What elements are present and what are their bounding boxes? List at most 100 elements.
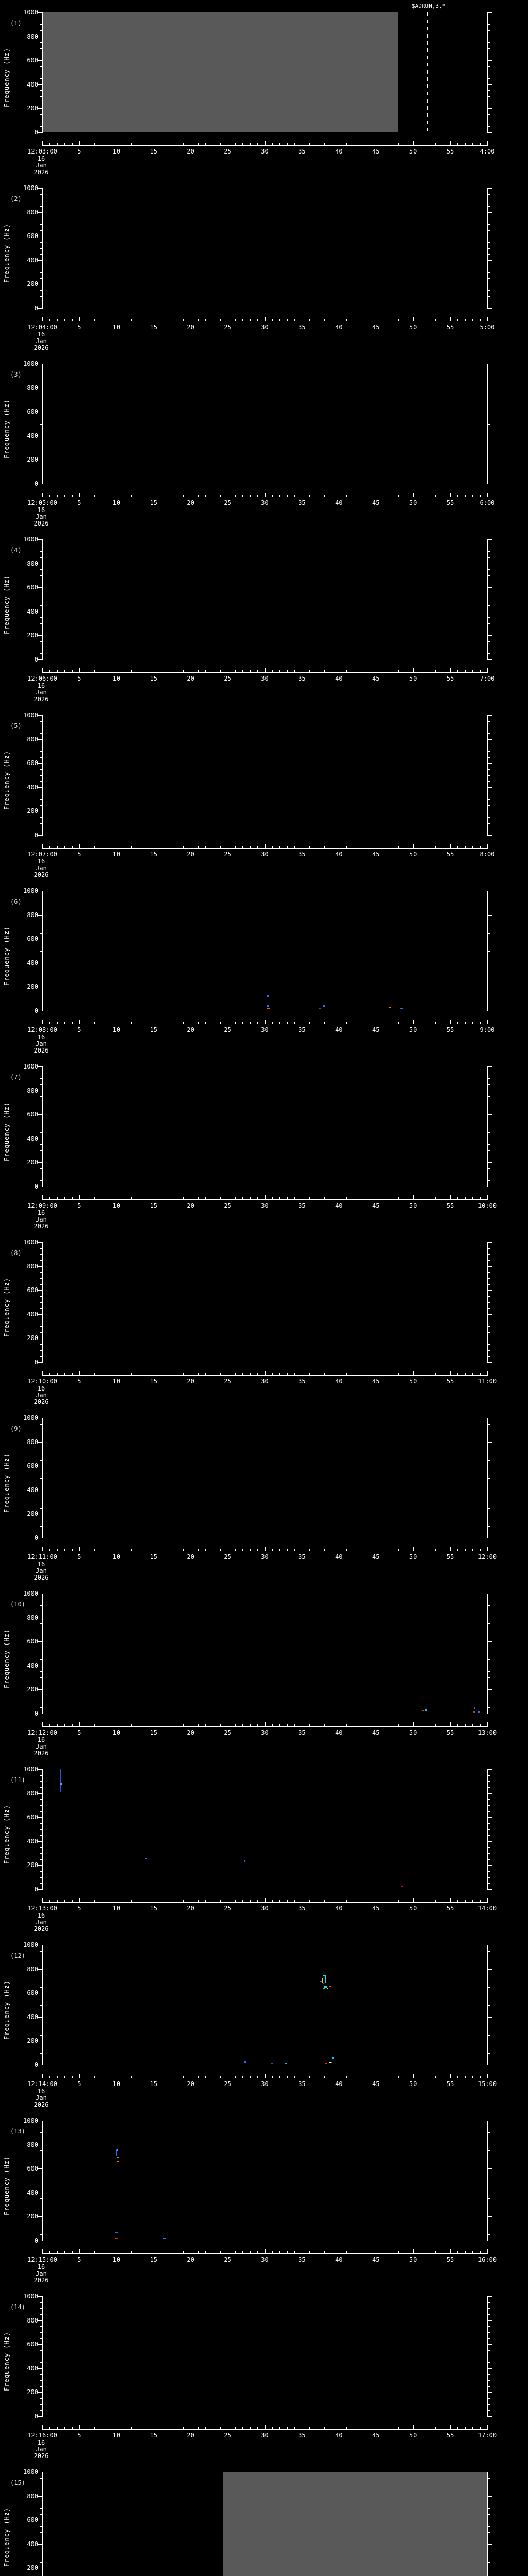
x-tick — [242, 2427, 243, 2429]
data-coverage-region — [223, 2472, 487, 2576]
y-tick-right — [488, 1526, 490, 1527]
y-tick-left — [40, 224, 42, 225]
x-tick-label: 50 — [409, 2432, 417, 2439]
y-tick-label: 400 — [27, 1838, 38, 1845]
panel-index-label: (6) — [10, 898, 22, 905]
y-tick-left — [40, 2398, 42, 2399]
x-tick — [242, 2251, 243, 2253]
y-tick-left — [40, 1260, 42, 1261]
y-axis-left-spine — [42, 1945, 43, 2065]
x-tick — [413, 493, 414, 497]
x-tick-label: 35 — [298, 675, 306, 682]
x-tick-label: 10 — [112, 1729, 121, 1736]
x-tick — [294, 2251, 295, 2253]
y-axis-title: Frequency (Hz) — [3, 1453, 10, 1513]
x-tick — [472, 2076, 473, 2078]
y-tick-left — [40, 1805, 42, 1806]
x-tick-label: 15 — [150, 675, 157, 682]
y-tick-left — [38, 260, 42, 261]
x-tick — [272, 1724, 273, 1726]
x-axis-date-line: 16 — [37, 1912, 45, 1919]
y-tick-left — [38, 1769, 42, 1770]
x-tick — [94, 846, 95, 848]
y-tick-left — [40, 1799, 42, 1800]
spectrogram-panel: Frequency (Hz) (11) 0 200 400 600 800 1000 5 10 15… — [0, 1757, 528, 1933]
y-tick-left — [38, 1362, 42, 1363]
x-tick — [205, 1197, 206, 1199]
spectrogram-panel: Frequency (Hz) (10) 0 200 400 600 800 1000 5 10 15… — [0, 1581, 528, 1757]
x-tick — [220, 1373, 221, 1375]
x-tick — [205, 846, 206, 848]
y-tick-right — [488, 2526, 490, 2527]
y-tick-right — [488, 1260, 490, 1261]
event-mark — [332, 2057, 334, 2059]
x-tick — [465, 670, 466, 672]
y-axis-left-spine — [42, 891, 43, 1011]
x-tick — [487, 141, 488, 145]
y-tick-right — [488, 1817, 492, 1818]
y-tick-right — [488, 751, 490, 752]
y-axis-right-spine — [487, 1769, 488, 1890]
y-tick-right — [488, 126, 490, 127]
x-tick-label: 30 — [261, 499, 269, 506]
x-tick — [435, 2427, 436, 2429]
x-tick — [294, 1373, 295, 1375]
x-start-time-label: 12:11:00 — [27, 1553, 57, 1561]
y-tick-left — [40, 1078, 42, 1079]
x-start-time-label: 12:08:00 — [27, 1026, 57, 1033]
x-tick — [79, 1020, 80, 1024]
y-tick-left — [40, 2198, 42, 2199]
x-tick — [435, 846, 436, 848]
x-axis-date-line: 16 — [37, 2439, 45, 2446]
x-tick — [235, 1549, 236, 1551]
event-mark — [116, 2149, 117, 2156]
y-tick-left — [40, 1823, 42, 1824]
x-tick — [220, 1022, 221, 1024]
x-tick — [250, 846, 251, 848]
y-tick-right — [488, 915, 492, 916]
spectrogram-panel: Frequency (Hz) (5) 0 200 400 600 800 1000 5 10 15 2… — [0, 703, 528, 878]
y-tick-right — [488, 1671, 490, 1672]
y-tick-label: 0 — [34, 304, 38, 312]
x-axis-date-line: 16 — [37, 1561, 45, 1568]
x-tick — [94, 2076, 95, 2078]
spectrogram-panel: Frequency (Hz) (4) 0 200 400 600 800 1000 5 10 15 2… — [0, 527, 528, 703]
x-tick — [450, 1722, 451, 1726]
y-tick-left — [40, 248, 42, 249]
event-mark — [271, 2063, 273, 2064]
panel-index-label: (7) — [10, 1074, 22, 1081]
y-tick-left — [40, 2314, 42, 2315]
x-tick — [480, 2076, 481, 2078]
y-tick-label: 800 — [27, 1614, 38, 1621]
y-tick-right — [488, 623, 490, 624]
x-tick — [250, 495, 251, 497]
y-tick-label: 800 — [27, 1087, 38, 1094]
x-tick — [346, 143, 347, 145]
x-tick-label: 20 — [187, 2080, 194, 2088]
y-tick-right — [488, 2053, 490, 2054]
y-tick-left — [40, 242, 42, 243]
marker-annotation-label: $ADRUN,3,* — [411, 3, 446, 9]
x-tick — [64, 846, 65, 848]
x-tick — [79, 1371, 80, 1375]
x-tick — [242, 495, 243, 497]
y-tick-left — [38, 1066, 42, 1067]
y-tick-label: 1000 — [23, 1239, 38, 1246]
x-end-time-label: 14:00 — [477, 1905, 497, 1912]
y-axis-left-spine — [42, 1769, 43, 1890]
x-tick — [457, 670, 458, 672]
y-tick-right — [488, 230, 490, 231]
x-axis-date-line: Jan — [36, 689, 47, 696]
x-tick — [265, 1020, 266, 1024]
x-axis-date-line: 2026 — [34, 1574, 49, 1581]
x-tick — [183, 2251, 184, 2253]
y-tick-right — [488, 2234, 490, 2235]
x-tick-label: 55 — [446, 499, 454, 506]
x-tick-label: 45 — [372, 1553, 380, 1561]
y-tick-right — [488, 539, 492, 540]
x-tick — [272, 1900, 273, 1902]
x-tick-label: 45 — [372, 2080, 380, 2088]
x-tick — [42, 2425, 43, 2429]
x-tick-label: 55 — [446, 1905, 454, 1912]
y-tick-left — [40, 24, 42, 25]
